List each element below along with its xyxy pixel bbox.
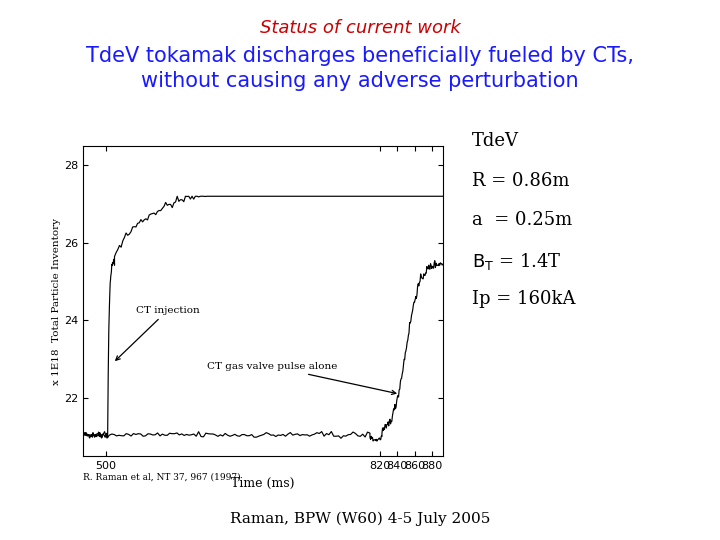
Text: without causing any adverse perturbation: without causing any adverse perturbation <box>141 71 579 91</box>
Text: a  = 0.25m: a = 0.25m <box>472 211 572 229</box>
Text: R = 0.86m: R = 0.86m <box>472 172 569 190</box>
Text: CT injection: CT injection <box>116 306 199 360</box>
Text: Raman, BPW (W60) 4-5 July 2005: Raman, BPW (W60) 4-5 July 2005 <box>230 512 490 526</box>
Text: CT gas valve pulse alone: CT gas valve pulse alone <box>207 362 396 394</box>
Y-axis label: x 1E18  Total Particle Inventory: x 1E18 Total Particle Inventory <box>52 218 61 384</box>
Text: $\mathrm{B_T}$ = 1.4T: $\mathrm{B_T}$ = 1.4T <box>472 251 561 272</box>
Text: TdeV tokamak discharges beneficially fueled by CTs,: TdeV tokamak discharges beneficially fue… <box>86 46 634 66</box>
Text: Status of current work: Status of current work <box>260 19 460 37</box>
Text: Ip = 160kA: Ip = 160kA <box>472 290 575 308</box>
Text: R. Raman et al, NT 37, 967 (1997): R. Raman et al, NT 37, 967 (1997) <box>83 472 240 482</box>
X-axis label: Time (ms): Time (ms) <box>231 477 294 490</box>
Text: TdeV: TdeV <box>472 132 518 150</box>
